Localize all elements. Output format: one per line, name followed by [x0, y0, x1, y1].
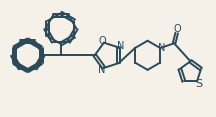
Text: N: N: [98, 65, 106, 75]
Text: O: O: [98, 36, 106, 46]
Text: S: S: [195, 79, 202, 89]
Text: N: N: [158, 43, 165, 53]
Text: N: N: [117, 41, 125, 51]
Text: O: O: [173, 24, 181, 34]
